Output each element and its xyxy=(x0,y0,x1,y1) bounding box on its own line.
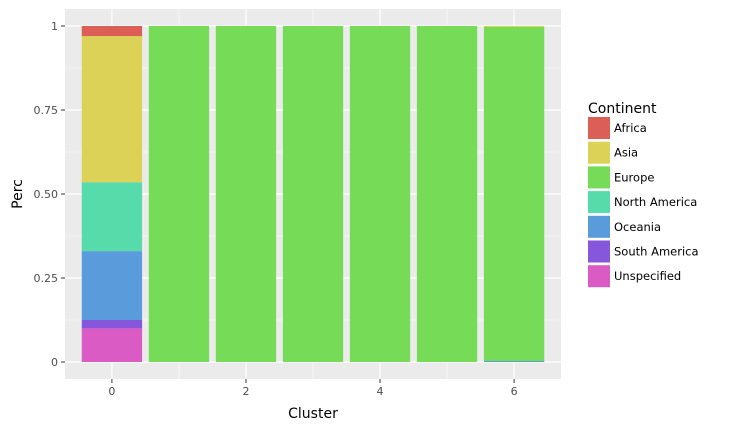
x-tick-label: 0 xyxy=(108,385,115,398)
legend-label: Europe xyxy=(614,170,654,184)
legend-swatch xyxy=(588,141,610,164)
y-axis: 0 0.25 0.50 0.75 1 xyxy=(34,20,65,369)
bar-segment-south-america xyxy=(81,320,143,329)
x-tick-label: 2 xyxy=(242,385,249,398)
legend-label: Africa xyxy=(614,121,647,135)
y-tick-label: 1 xyxy=(51,20,58,33)
bar-segment-europe xyxy=(416,26,478,362)
bar-segment-asia xyxy=(81,36,143,183)
x-tick-label: 4 xyxy=(377,385,384,398)
legend-label: South America xyxy=(614,245,699,259)
legend-swatch xyxy=(588,117,610,139)
y-tick-label: 0.50 xyxy=(34,188,59,201)
bar-segment-unspecified xyxy=(81,328,143,362)
legend-label: Oceania xyxy=(614,220,661,234)
legend: Continent Africa Asia Europe North America O… xyxy=(588,101,699,288)
legend-label: Asia xyxy=(614,146,638,160)
legend-swatch xyxy=(588,265,610,288)
legend-label: Unspecified xyxy=(614,269,681,283)
legend-swatch xyxy=(588,215,610,238)
x-axis-title: Cluster xyxy=(288,406,338,422)
x-axis: 0 2 4 6 xyxy=(108,379,518,398)
bar-segment-europe xyxy=(349,26,411,362)
y-tick-label: 0 xyxy=(51,356,58,369)
legend-swatch xyxy=(588,191,610,214)
legend-swatch xyxy=(588,166,610,189)
x-tick-label: 6 xyxy=(511,385,518,398)
legend-swatch xyxy=(588,240,610,263)
bar-segment-europe xyxy=(483,27,545,361)
legend-label: North America xyxy=(614,195,697,209)
legend-title: Continent xyxy=(588,101,657,117)
bar-segment-africa xyxy=(81,26,143,37)
y-axis-title: Perc xyxy=(10,179,26,209)
bar-segment-europe xyxy=(215,26,277,362)
y-tick-label: 0.75 xyxy=(34,104,59,117)
bar-segment-europe xyxy=(282,26,344,362)
bar-segment-europe xyxy=(148,26,210,362)
bars xyxy=(81,26,545,362)
y-tick-label: 0.25 xyxy=(34,272,59,285)
bar-segment-north-america xyxy=(81,182,143,252)
bar-segment-oceania xyxy=(483,360,545,362)
bar-segment-oceania xyxy=(81,251,143,320)
bar-segment-asia xyxy=(483,26,545,28)
